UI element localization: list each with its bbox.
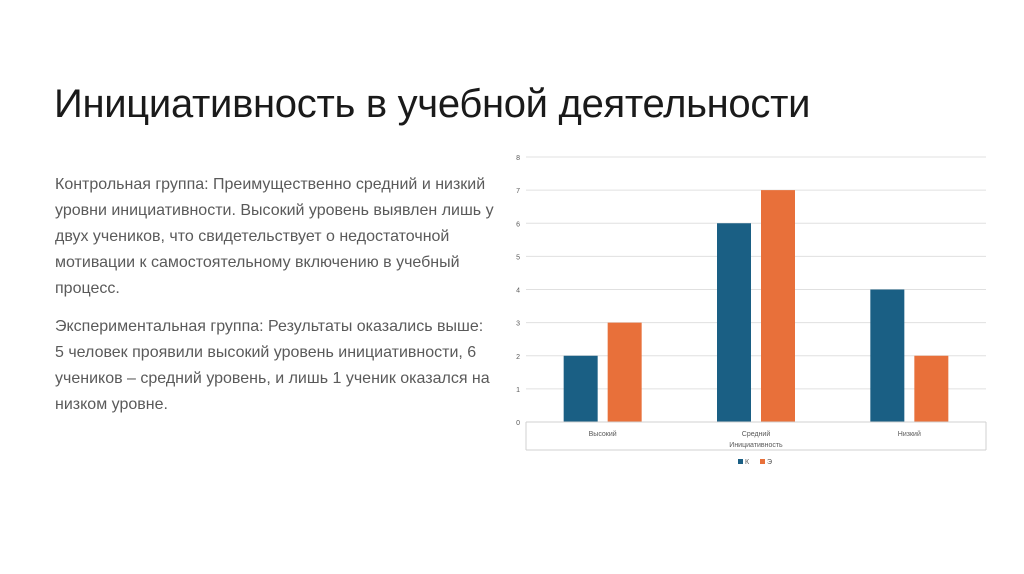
bar-К-2 — [870, 289, 905, 422]
x-tick-label: Высокий — [589, 430, 617, 438]
x-axis-title: Инициативность — [729, 442, 783, 449]
bar-К-0 — [563, 355, 598, 422]
bar-К-1 — [717, 223, 751, 422]
y-tick-label: 4 — [516, 288, 520, 295]
experimental-group-paragraph: Экспериментальная группа: Результаты ока… — [55, 318, 490, 413]
x-tick-label: Средний — [742, 430, 771, 438]
bar-chart: 0 1 2 3 4 5 6 7 8 Высокий Средний Низкий Инициативно… — [516, 155, 987, 466]
legend-label-К: К — [745, 459, 750, 466]
y-tick-label: 0 — [516, 420, 520, 427]
legend-swatch-Э — [760, 459, 765, 464]
y-tick-label: 6 — [516, 221, 520, 228]
legend-swatch-К — [738, 459, 743, 464]
control-group-paragraph: Контрольная группа: Преимущественно сред… — [55, 176, 494, 297]
slide-title: Инициативность в учебной деятельности — [54, 82, 811, 126]
y-tick-label: 7 — [516, 188, 520, 195]
bar-Э-0 — [607, 322, 642, 422]
bar-Э-1 — [761, 190, 795, 422]
bar-Э-2 — [914, 355, 949, 422]
y-tick-label: 2 — [516, 354, 520, 361]
legend-label-Э: Э — [767, 459, 772, 466]
slide-body-text: Контрольная группа: Преимущественно сред… — [55, 172, 495, 430]
y-tick-label: 8 — [516, 155, 520, 162]
y-tick-label: 5 — [516, 254, 520, 261]
x-tick-label: Низкий — [898, 430, 921, 438]
y-tick-label: 3 — [516, 321, 520, 328]
y-tick-label: 1 — [516, 387, 520, 394]
